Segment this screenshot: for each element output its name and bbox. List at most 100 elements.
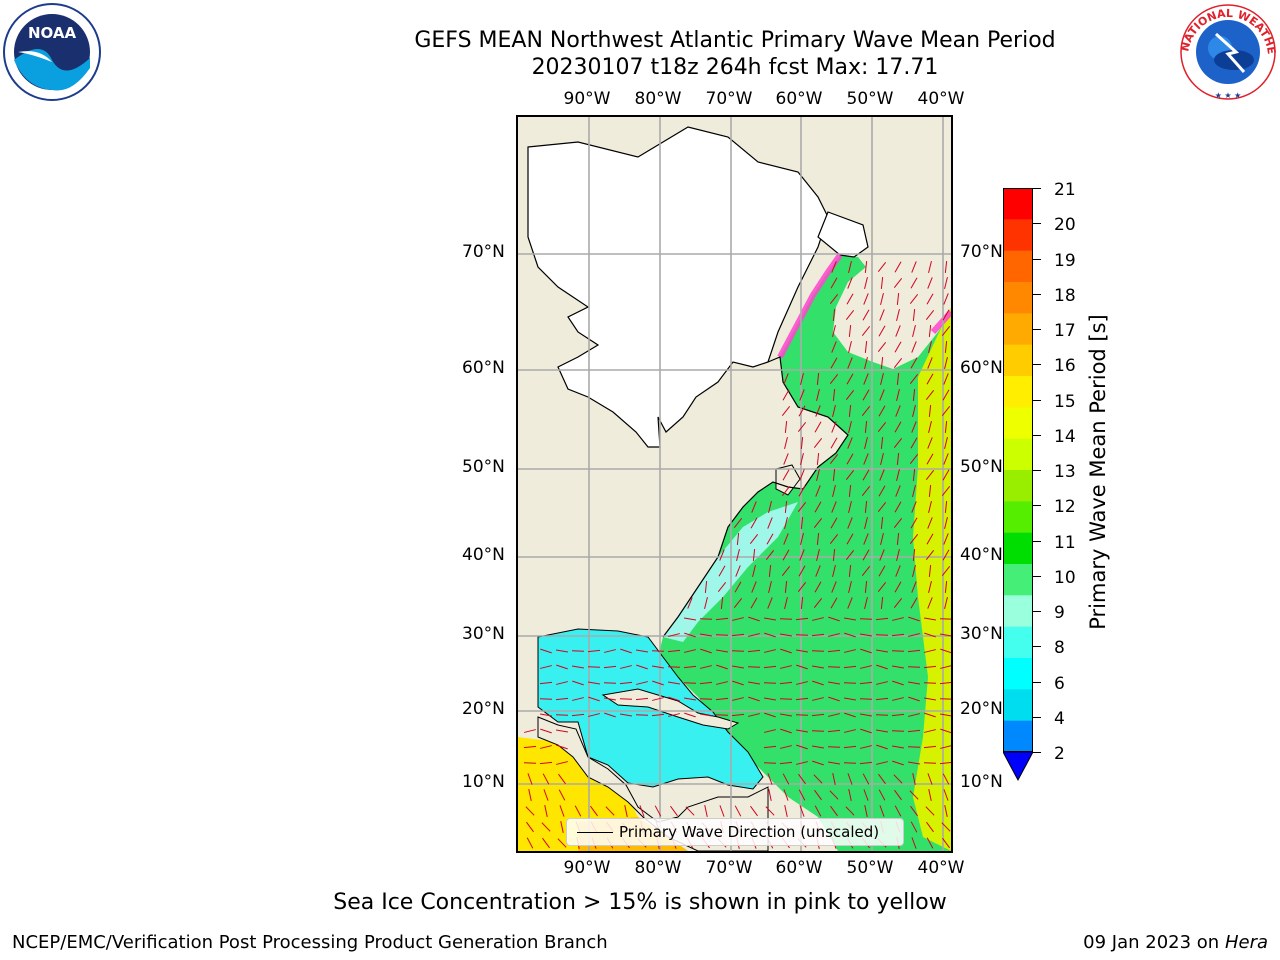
wave-direction-arrow <box>800 436 804 450</box>
wave-direction-arrow <box>844 697 856 701</box>
wave-direction-arrow <box>891 713 905 717</box>
newfoundland <box>775 464 801 496</box>
wave-direction-arrow <box>924 617 936 621</box>
wave-direction-arrow <box>716 681 728 685</box>
wave-direction-arrow <box>910 597 918 609</box>
wave-direction-arrow <box>732 665 744 669</box>
wave-direction-arrow <box>943 789 949 801</box>
wave-direction-arrow <box>783 453 789 465</box>
wave-direction-arrow <box>670 805 678 817</box>
colorbar-segment <box>1003 501 1033 534</box>
ocean-gulf-caribbean <box>537 628 764 790</box>
wave-direction-arrow <box>876 681 888 685</box>
wave-direction-arrow <box>927 773 933 785</box>
wave-direction-arrow <box>942 389 950 401</box>
colorbar-tick-label: 8 <box>1054 638 1065 659</box>
lat-tick-right: 60°N <box>960 358 1003 378</box>
wave-direction-arrow <box>891 633 905 637</box>
wave-direction-arrow <box>651 713 665 717</box>
wave-direction-arrow <box>940 665 951 669</box>
wave-direction-arrow <box>878 485 886 497</box>
colorbar-tick-label: 9 <box>1054 603 1065 623</box>
wave-direction-arrow <box>927 517 933 529</box>
wave-direction-arrow <box>848 789 852 801</box>
lat-tick-right: 40°N <box>960 545 1003 565</box>
colorbar-segment <box>1003 282 1033 314</box>
wave-direction-arrow <box>944 260 948 274</box>
wave-direction-arrow <box>860 745 872 749</box>
wave-direction-arrow <box>751 581 757 593</box>
wave-direction-arrow <box>940 728 951 734</box>
lon-tick-bottom: 90°W <box>563 858 611 878</box>
wave-direction-arrow <box>747 649 761 653</box>
wave-direction-arrow <box>924 729 936 733</box>
wave-direction-arrow <box>864 597 868 609</box>
wave-direction-arrow <box>668 696 680 702</box>
colorbar-segment <box>1003 595 1033 628</box>
wave-direction-arrow <box>892 745 904 749</box>
wave-direction-arrow <box>944 805 948 817</box>
wave-direction-arrow <box>928 421 932 433</box>
wave-direction-arrow <box>604 712 616 718</box>
wave-direction-arrow <box>784 805 788 817</box>
wave-direction-arrow <box>620 665 632 669</box>
lon-tick-bottom: 60°W <box>775 858 823 878</box>
wave-direction-arrow <box>896 452 900 466</box>
wave-direction-arrow <box>765 806 775 816</box>
wave-direction-arrow <box>765 549 775 561</box>
lat-tick-left: 20°N <box>462 699 505 719</box>
wave-direction-arrow <box>910 805 918 817</box>
wave-direction-arrow <box>716 664 728 670</box>
wave-direction-arrow <box>767 597 773 609</box>
wave-direction-arrow <box>556 744 568 750</box>
greenland <box>817 211 869 258</box>
colorbar-tick-label: 15 <box>1054 391 1076 412</box>
wave-direction-arrow <box>893 774 903 784</box>
wave-direction-arrow <box>540 728 552 734</box>
wave-direction-arrow <box>911 421 917 433</box>
wave-direction-arrow <box>654 805 662 817</box>
colorbar-tick-mark <box>1033 329 1041 330</box>
lon-tick-top: 50°W <box>846 89 894 109</box>
wave-direction-arrow <box>862 549 870 561</box>
colorbar-segment <box>1003 564 1033 596</box>
wave-direction-arrow <box>847 277 853 289</box>
wave-direction-arrow <box>879 549 885 561</box>
wave-direction-arrow <box>908 696 920 702</box>
wave-direction-arrow <box>749 533 759 545</box>
lon-tick-bottom: 70°W <box>705 858 753 878</box>
wave-direction-arrow <box>876 729 888 733</box>
wave-direction-arrow <box>848 484 852 498</box>
colorbar-frame <box>1003 188 1033 752</box>
wave-direction-arrow <box>894 421 902 433</box>
wave-direction-arrow <box>540 665 552 669</box>
wave-direction-arrow <box>766 533 774 545</box>
wave-direction-arrow <box>732 697 744 701</box>
wave-direction-arrow <box>715 617 729 621</box>
wave-direction-arrow <box>812 760 824 766</box>
wave-direction-arrow <box>925 806 935 816</box>
wave-direction-arrow <box>605 806 615 816</box>
wave-direction-arrow <box>923 745 937 749</box>
wave-direction-arrow <box>894 789 902 801</box>
colorbar-segment <box>1003 720 1033 753</box>
wave-direction-arrow <box>715 697 729 701</box>
colorbar-tick-label: 11 <box>1054 532 1076 553</box>
wave-direction-arrow <box>847 773 853 785</box>
wave-direction-arrow <box>942 309 950 321</box>
wave-direction-arrow <box>878 325 886 337</box>
wave-direction-arrow <box>813 437 823 449</box>
wave-direction-arrow <box>880 373 884 385</box>
wave-direction-arrow <box>894 261 902 273</box>
wave-direction-arrow <box>877 581 887 593</box>
wave-direction-arrow <box>813 517 823 529</box>
wave-direction-arrow <box>764 617 776 621</box>
wave-direction-arrow <box>798 565 806 577</box>
wave-direction-arrow <box>816 532 820 546</box>
wave-direction-arrow <box>574 805 582 817</box>
wave-direction-arrow <box>700 713 712 717</box>
colorbar-segment <box>1003 219 1033 252</box>
wave-direction-arrow <box>830 597 838 609</box>
wave-direction-arrow <box>748 616 760 622</box>
wave-direction-arrow <box>926 837 934 849</box>
